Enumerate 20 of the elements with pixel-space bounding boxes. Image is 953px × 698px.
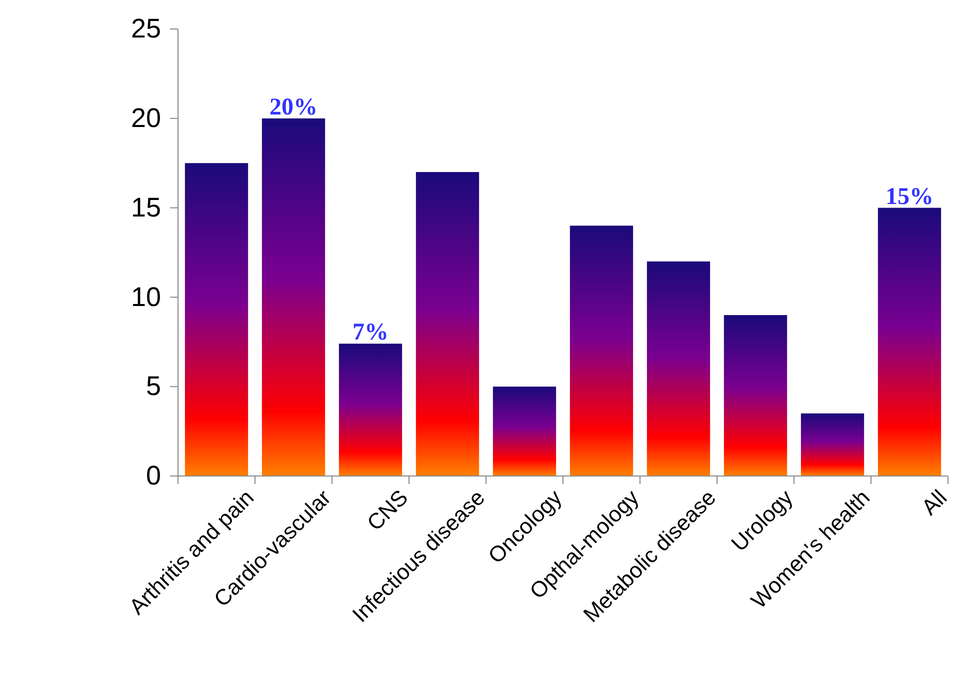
bar xyxy=(878,208,942,476)
data-label: 7% xyxy=(352,320,388,346)
bar xyxy=(416,172,480,476)
bar xyxy=(492,386,556,476)
y-tick-label: 5 xyxy=(146,371,161,402)
bar xyxy=(724,315,788,476)
y-tick-label: 20 xyxy=(130,103,161,134)
y-tick-label: 10 xyxy=(130,282,161,312)
data-label: 15% xyxy=(886,184,934,210)
y-tick-label: 15 xyxy=(130,192,161,222)
bar xyxy=(800,413,864,476)
bar xyxy=(646,261,710,476)
bar xyxy=(184,163,248,476)
data-label: 20% xyxy=(270,94,318,120)
y-tick-label: 0 xyxy=(146,460,161,491)
bar xyxy=(570,226,634,476)
x-tick-label: All xyxy=(916,484,952,520)
bar xyxy=(338,344,402,476)
y-tick-label: 25 xyxy=(130,14,161,44)
bar xyxy=(262,118,326,476)
